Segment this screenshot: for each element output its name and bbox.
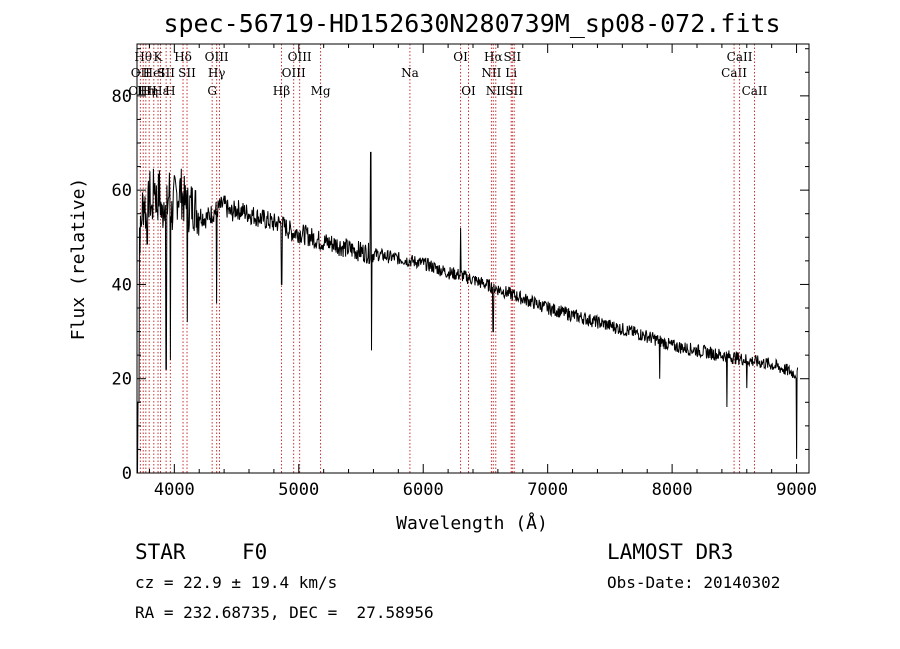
y-axis-ticks: 0 20 40 60 80 [112, 48, 809, 484]
marker-label-25-0: SII [503, 50, 521, 64]
marker-label-10-0: SII [178, 66, 196, 80]
marker-label-22-0: Hα [484, 50, 503, 64]
marker-label-6-0: Hε [152, 84, 169, 98]
marker-label-14-0: Hβ [273, 84, 290, 98]
line-markers: OIIOIIIHθHηHηHeIKHεSIIHHδSIIGOIIIHγHβOII… [128, 44, 768, 473]
coordinates: RA = 232.68735, DEC = 27.58956 [135, 603, 434, 622]
x-tick-label-0: 4000 [154, 480, 195, 500]
marker-label-27-0: CaII [721, 66, 747, 80]
marker-label-12-0: OIII [205, 50, 229, 64]
marker-label-16-0: OIII [288, 50, 312, 64]
object-subclass: F0 [242, 540, 268, 564]
flux-line [137, 151, 799, 474]
marker-label-5-0: K [154, 50, 164, 64]
marker-label-2-0: Hη [137, 84, 155, 98]
x-tick-label-3: 7000 [527, 480, 568, 500]
marker-label-12-1: Hγ [208, 66, 226, 80]
marker-label-24-0: Li [505, 66, 517, 80]
marker-label-28-0: CaII [727, 50, 753, 64]
chart-title: spec-56719-HD152630N280739M_sp08-072.fit… [163, 9, 780, 38]
y-tick-label-2: 40 [112, 275, 132, 295]
marker-label-8-0: H [165, 84, 175, 98]
marker-label-4-0: HeI [143, 66, 166, 80]
marker-label-26-0: SII [505, 84, 523, 98]
x-axis-ticks: 4000 5000 6000 7000 8000 9000 [148, 44, 817, 500]
marker-label-7-0: SII [157, 66, 175, 80]
spectrum-chart: spec-56719-HD152630N280739M_sp08-072.fit… [68, 9, 817, 534]
marker-label-21-0: NII [481, 66, 501, 80]
y-tick-label-0: 0 [122, 464, 132, 484]
y-tick-label-3: 60 [112, 181, 132, 201]
y-tick-label-4: 80 [112, 87, 132, 107]
x-tick-label-4: 8000 [652, 480, 693, 500]
marker-label-19-0: OI [453, 50, 468, 64]
y-axis-label: Flux (relative) [68, 178, 89, 341]
marker-label-15-0: OIII [282, 66, 306, 80]
plot-frame [136, 43, 810, 474]
redshift-value: cz = 22.9 ± 19.4 km/s [135, 573, 338, 592]
spectrum-trace [137, 151, 799, 474]
survey-label: LAMOST DR3 [607, 540, 734, 564]
marker-label-11-0: G [207, 84, 217, 98]
marker-label-17-0: Mg [311, 84, 331, 98]
marker-label-20-0: OI [461, 84, 476, 98]
marker-label-1-0: Hθ [134, 50, 152, 64]
marker-label-18-0: Na [401, 66, 419, 80]
x-tick-label-2: 6000 [403, 480, 444, 500]
marker-label-23-0: NII [486, 84, 506, 98]
x-tick-label-5: 9000 [776, 480, 817, 500]
observation-date: Obs-Date: 20140302 [607, 573, 781, 592]
x-axis-label: Wavelength (Å) [396, 512, 548, 534]
x-tick-label-1: 5000 [278, 480, 319, 500]
marker-label-29-0: CaII [742, 84, 768, 98]
y-tick-label-1: 20 [112, 370, 132, 390]
object-class: STAR [135, 540, 186, 564]
marker-label-0-1: OIII [128, 84, 152, 98]
marker-label-9-0: Hδ [174, 50, 192, 64]
